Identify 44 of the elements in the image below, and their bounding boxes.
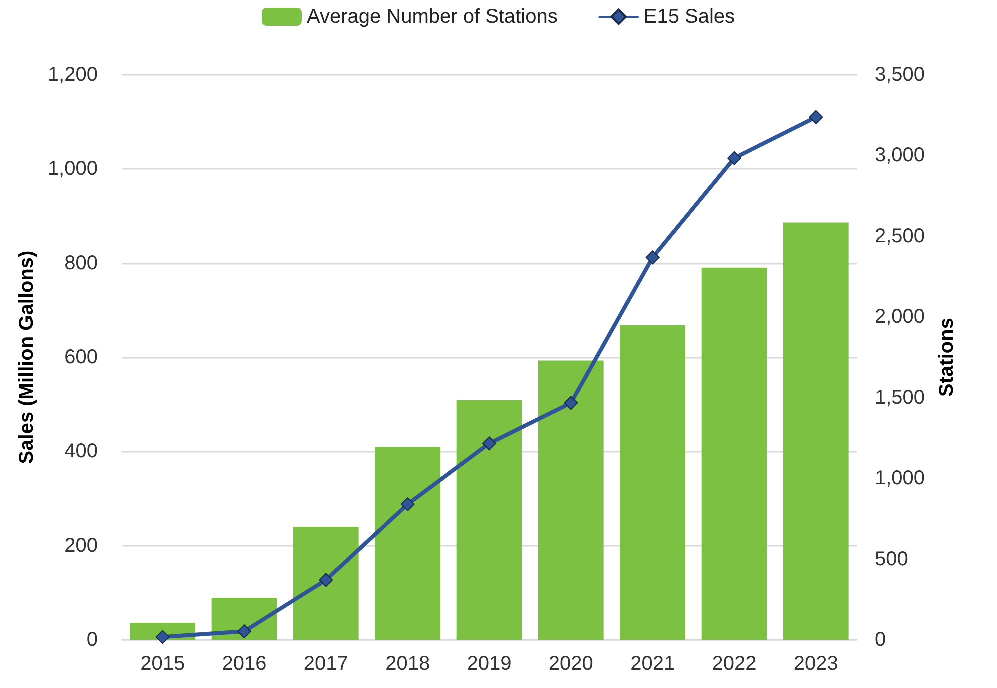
bar: [784, 222, 849, 640]
bar: [456, 400, 522, 640]
y-axis-title: Sales (Million Gallons): [16, 250, 38, 464]
point: [564, 396, 578, 410]
x-tick-label: 2017: [304, 653, 348, 675]
y2-tick-label: 1,500: [875, 386, 926, 409]
y2-tick-label: 1,000: [875, 468, 926, 490]
point: [809, 110, 824, 124]
y-tick-label: 800: [64, 252, 98, 274]
point: [238, 624, 252, 639]
x-tick-label: 2016: [222, 653, 267, 675]
x-tick-label: 2020: [548, 653, 594, 675]
y2-tick-label: 2,500: [875, 225, 926, 248]
y2-tick-label: 500: [875, 548, 908, 570]
x-tick-label: 2019: [467, 653, 512, 675]
bar: [620, 325, 686, 640]
y2-tick-label: 0: [875, 629, 886, 651]
point: [646, 250, 660, 265]
y2-tick-label: 3,500: [875, 64, 926, 86]
y-tick-label: 400: [64, 440, 98, 463]
point: [400, 497, 415, 512]
bar: [538, 360, 604, 640]
y2-axis-title: Stations: [936, 318, 958, 397]
legend-label: E15 Sales: [644, 6, 736, 28]
y2-tick-label: 3,000: [875, 144, 926, 167]
y-tick-label: 600: [64, 346, 98, 368]
point: [319, 573, 334, 588]
y-tick-label: 0: [86, 629, 98, 651]
point: [156, 630, 170, 644]
point: [728, 151, 742, 166]
bar: [294, 527, 359, 640]
x-tick-label: 2018: [386, 653, 430, 675]
x-tick-label: 2021: [630, 653, 676, 675]
bar: [375, 447, 440, 640]
x-tick-label: 2015: [140, 653, 186, 675]
y-tick-label: 1,200: [48, 64, 98, 86]
y-tick-label: 1,000: [48, 158, 98, 180]
y2-tick-label: 2,000: [875, 306, 926, 328]
bar: [702, 268, 768, 640]
x-tick-label: 2022: [712, 653, 757, 675]
x-tick-label: 2023: [794, 653, 838, 675]
point: [482, 436, 496, 451]
legend-label: Average Number of Stations: [306, 6, 558, 28]
y-tick-label: 200: [64, 534, 98, 557]
